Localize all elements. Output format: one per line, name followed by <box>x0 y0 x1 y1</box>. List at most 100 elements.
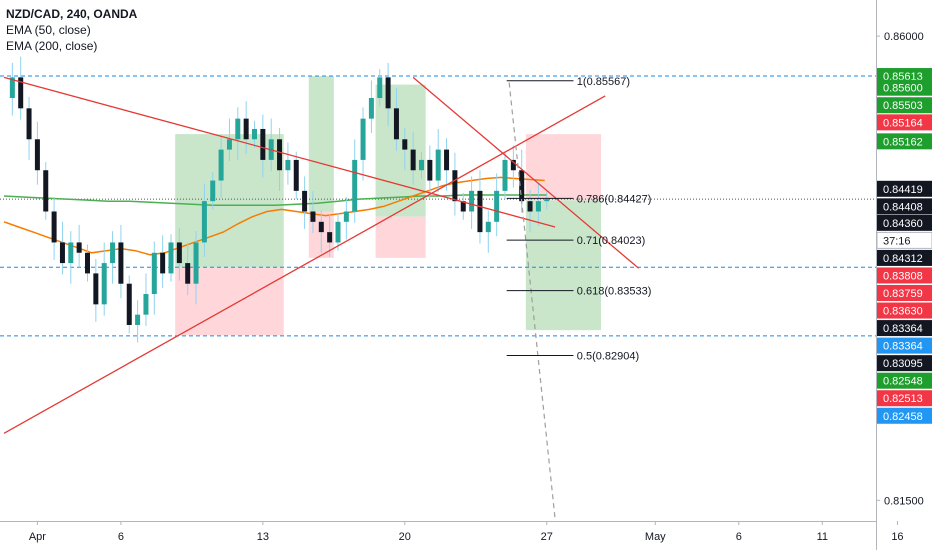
candle-body <box>76 242 82 253</box>
fibonacci-levels: 1(0.85567) 0.786(0.84427) 0.71(0.84023) 0.6… <box>506 76 652 363</box>
price-label-text: 0.85164 <box>883 117 923 129</box>
candle-body <box>335 221 341 243</box>
trendline <box>3 95 606 434</box>
candle-body <box>385 77 391 109</box>
candle-body <box>185 263 191 284</box>
price-label-text: 0.82513 <box>883 393 923 405</box>
candle-body <box>168 242 174 274</box>
candle-body <box>318 221 324 233</box>
target-zone <box>308 76 334 212</box>
time-axis[interactable]: Apr 6 13 20 27 May 6 11 16 <box>0 521 904 550</box>
price-label-badge <box>877 198 932 215</box>
price-label-text: 0.83630 <box>883 306 923 318</box>
price-tick-label: 0.86000 <box>884 31 924 43</box>
candle-body <box>285 159 291 171</box>
candle-body <box>402 139 408 150</box>
price-label-badge <box>877 407 932 424</box>
price-label-badge <box>876 231 932 249</box>
candle-body <box>427 159 433 181</box>
candle-body <box>210 180 216 202</box>
time-tick-label: Apr <box>29 531 46 543</box>
candle-body <box>18 77 24 109</box>
price-label-text: 0.82548 <box>883 376 923 388</box>
price-label-text: 0.85600 <box>883 83 923 95</box>
price-label-badge <box>877 249 932 266</box>
price-label-badge <box>877 355 932 372</box>
fib-level-label: 0.618(0.83533) <box>577 286 652 298</box>
candle-body <box>93 273 99 305</box>
candle-body <box>118 242 124 284</box>
price-label-badge <box>877 97 932 114</box>
candle-body <box>226 139 232 150</box>
time-tick-label: 16 <box>891 531 903 543</box>
trendlines <box>3 76 640 519</box>
fib-level-label: 0.786(0.84427) <box>577 193 652 205</box>
candle-body <box>343 211 349 222</box>
price-label-text: 0.84408 <box>883 201 923 213</box>
candle-body <box>352 159 358 212</box>
price-tick-label: 0.81500 <box>884 495 924 507</box>
price-label-badge <box>877 320 932 337</box>
trendline <box>412 76 640 269</box>
price-label-text: 0.83095 <box>883 358 923 370</box>
target-zone <box>525 200 602 331</box>
candle-body <box>176 242 182 264</box>
candle-body <box>485 221 491 233</box>
price-label-text: 0.82458 <box>883 411 923 423</box>
candle-body <box>368 98 374 119</box>
time-tick-label: 6 <box>736 531 742 543</box>
stop-zone <box>175 267 284 336</box>
price-label-badge <box>877 79 932 96</box>
candle-body <box>469 190 475 212</box>
candle-body <box>59 242 65 264</box>
candle-body <box>143 294 149 315</box>
candle-body <box>51 211 57 243</box>
candle-body <box>9 77 15 99</box>
price-label-badge <box>877 214 932 231</box>
price-label-text: 0.83364 <box>883 341 923 353</box>
price-label-text: 0.83759 <box>883 288 923 300</box>
price-label-badge <box>877 372 932 389</box>
candle-body <box>452 170 458 202</box>
candle-body <box>26 108 32 140</box>
chart-legend: NZD/CAD, 240, OANDA EMA (50, close) EMA … <box>6 6 137 54</box>
candle-body <box>327 232 333 243</box>
candle-body <box>527 201 533 212</box>
time-tick-label: 13 <box>257 531 269 543</box>
price-label-badge <box>877 302 932 319</box>
time-tick-label: 27 <box>541 531 553 543</box>
price-label-text: 0.85503 <box>883 100 923 112</box>
ema200-label: EMA (200, close) <box>6 39 98 53</box>
candle-body <box>293 159 299 191</box>
fib-level-label: 0.5(0.82904) <box>577 351 639 363</box>
candle-body <box>544 199 550 202</box>
candle-body <box>151 252 157 295</box>
price-axis[interactable]: 0.860000.815000.856130.856000.855030.851… <box>876 0 932 550</box>
time-tick-label: 6 <box>118 531 124 543</box>
price-label-text: 0.84312 <box>883 253 923 265</box>
trendline <box>3 76 556 228</box>
price-label-text: 0.84360 <box>883 218 923 230</box>
candle-body <box>218 149 224 181</box>
price-label-badge <box>877 180 932 197</box>
fib-level-label: 1(0.85567) <box>577 76 630 88</box>
candle-body <box>377 77 383 99</box>
candle-body <box>460 201 466 212</box>
candle-body <box>201 201 207 243</box>
price-label-badge <box>877 133 932 150</box>
candle-body <box>419 159 424 171</box>
candle-body <box>260 128 266 160</box>
stop-zone <box>525 134 602 201</box>
candle-body <box>302 190 308 212</box>
price-label-badge <box>877 284 932 301</box>
candle-body <box>193 242 199 284</box>
candle-body <box>110 242 116 264</box>
candle-body <box>277 139 283 171</box>
price-label-text: 0.85162 <box>883 136 923 148</box>
price-label-badge <box>877 114 932 131</box>
candle-body <box>310 211 316 222</box>
price-label-text: 0.84419 <box>883 184 923 196</box>
time-axis-bg <box>0 521 876 550</box>
time-tick-label: 11 <box>817 531 828 543</box>
